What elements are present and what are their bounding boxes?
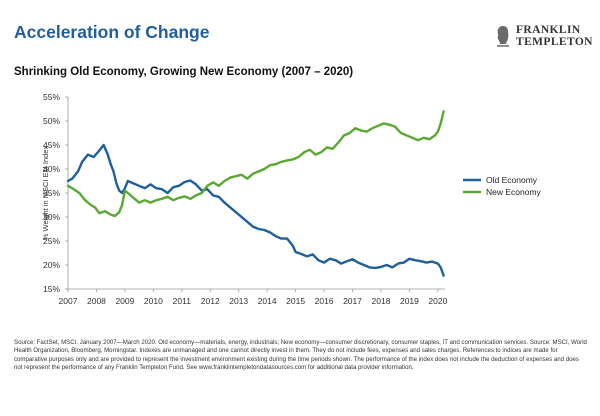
source-note: Source: FactSet, MSCI. January 2007—Marc…: [14, 339, 587, 372]
y-tick-label: 50%: [43, 116, 60, 126]
x-tick-label: 2018: [372, 296, 391, 306]
y-tick-label: 30%: [43, 212, 60, 222]
x-tick-label: 2009: [115, 296, 134, 306]
y-tick-label: 35%: [43, 188, 60, 198]
logo-wordmark: FRANKLIN TEMPLETON: [516, 24, 593, 48]
y-tick-label: 55%: [43, 92, 60, 102]
y-tick-label: 20%: [43, 260, 60, 270]
x-tick-label: 2012: [201, 296, 220, 306]
y-ticks: 15% 20% 25% 30% 35% 40% 45% 50% 55%: [43, 92, 68, 294]
x-tick-label: 2013: [229, 296, 248, 306]
new-economy-line: [66, 110, 445, 218]
logo-line1: FRANKLIN: [516, 24, 581, 36]
x-tick-label: 2017: [343, 296, 362, 306]
y-axis-label: % Weight in MSCI EM Index: [41, 146, 50, 241]
x-tick-label: 2007: [59, 296, 78, 306]
old-economy-line: [66, 143, 445, 277]
line-chart: 15% 20% 25% 30% 35% 40% 45% 50% 55% 2007 2008 2009…: [41, 92, 542, 306]
x-tick-label: 2014: [258, 296, 277, 306]
x-tick-label: 2008: [87, 296, 106, 306]
legend-label: New Economy: [486, 187, 542, 197]
franklin-head-icon: [497, 26, 509, 47]
chart-subtitle: Shrinking Old Economy, Growing New Econo…: [14, 66, 354, 78]
x-tick-label: 2020: [428, 296, 447, 306]
x-tick-label: 2015: [286, 296, 305, 306]
series-layer: [66, 110, 445, 277]
x-tick-label: 2016: [315, 296, 334, 306]
x-tick-label: 2010: [144, 296, 163, 306]
legend: Old Economy New Economy: [463, 175, 542, 197]
y-tick-label: 45%: [43, 140, 60, 150]
logo-line2: TEMPLETON: [516, 36, 593, 48]
y-tick-label: 25%: [43, 236, 60, 246]
y-tick-label: 15%: [43, 284, 60, 294]
x-tick-label: 2011: [173, 296, 192, 306]
y-tick-label: 40%: [43, 164, 60, 174]
x-ticks: 2007 2008 2009 2010 2011 2012 2013 2014 2015 2016…: [59, 289, 448, 306]
page-title: Acceleration of Change: [14, 22, 210, 42]
franklin-templeton-logo: FRANKLIN TEMPLETON: [494, 24, 593, 50]
legend-label: Old Economy: [486, 175, 538, 185]
x-tick-label: 2019: [400, 296, 419, 306]
